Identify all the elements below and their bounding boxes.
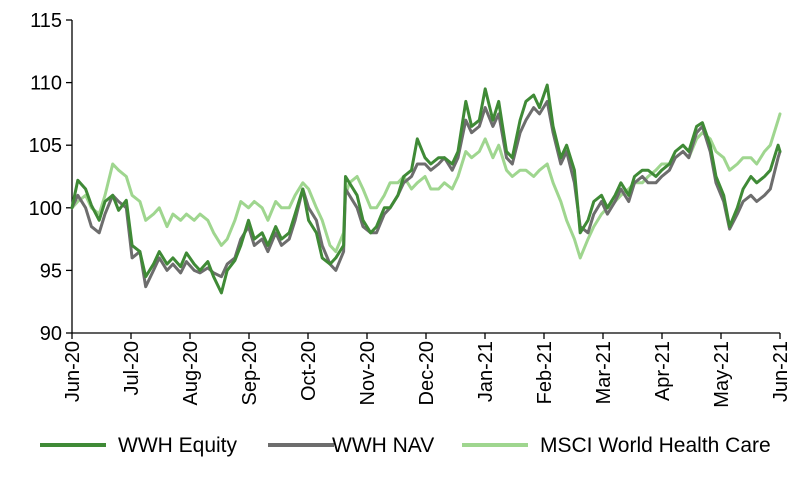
x-axis: Jun-20 Jul-20 Aug-20 Sep-20 Oct-20 Nov-20 Dec-… bbox=[62, 333, 792, 408]
legend-label: WWH Equity bbox=[118, 434, 238, 457]
x-tick-label: Nov-20 bbox=[357, 341, 379, 405]
legend-label: WWH NAV bbox=[332, 434, 434, 457]
legend-item-0: WWH Equity bbox=[40, 434, 238, 457]
y-axis: 90 95 100 105 110 115 bbox=[29, 10, 72, 345]
legend-item-1: WWH NAV bbox=[268, 434, 434, 457]
y-tick-label: 115 bbox=[30, 10, 62, 32]
series-line-1 bbox=[70, 99, 782, 289]
x-tick-label: Apr-21 bbox=[652, 341, 674, 401]
x-tick-label: Jul-20 bbox=[121, 341, 143, 395]
legend-label: MSCI World Health Care bbox=[540, 434, 771, 457]
x-tick-label: Dec-20 bbox=[416, 341, 438, 405]
legend: WWH Equity WWH NAV MSCI World Health Care bbox=[40, 434, 771, 457]
series-lines bbox=[70, 83, 782, 295]
x-tick-label: Feb-21 bbox=[534, 341, 556, 404]
x-tick-label: Jun-20 bbox=[62, 341, 84, 402]
x-tick-label: Sep-20 bbox=[239, 341, 261, 406]
x-tick-label: Aug-20 bbox=[180, 341, 202, 406]
legend-item-2: MSCI World Health Care bbox=[462, 434, 771, 457]
y-tick-label: 110 bbox=[30, 73, 62, 95]
series-line-2 bbox=[70, 112, 782, 260]
x-tick-label: Oct-20 bbox=[298, 341, 320, 401]
x-tick-label: Mar-21 bbox=[593, 341, 615, 404]
x-tick-label: Jan-21 bbox=[475, 341, 497, 402]
y-tick-label: 100 bbox=[29, 198, 62, 220]
series-line-0 bbox=[70, 83, 782, 295]
x-tick-label: Jun-21 bbox=[770, 341, 792, 402]
x-tick-label: May-21 bbox=[711, 341, 733, 408]
y-tick-label: 105 bbox=[29, 135, 62, 157]
y-tick-label: 95 bbox=[40, 260, 62, 282]
y-tick-label: 90 bbox=[40, 323, 62, 345]
